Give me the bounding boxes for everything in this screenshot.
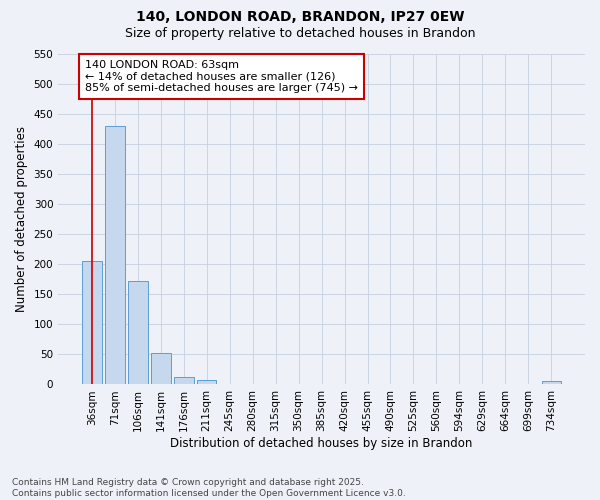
- Y-axis label: Number of detached properties: Number of detached properties: [15, 126, 28, 312]
- Text: 140 LONDON ROAD: 63sqm
← 14% of detached houses are smaller (126)
85% of semi-de: 140 LONDON ROAD: 63sqm ← 14% of detached…: [85, 60, 358, 93]
- Text: Contains HM Land Registry data © Crown copyright and database right 2025.
Contai: Contains HM Land Registry data © Crown c…: [12, 478, 406, 498]
- Bar: [542, 382, 561, 384]
- Bar: [82, 262, 101, 384]
- Text: 140, LONDON ROAD, BRANDON, IP27 0EW: 140, LONDON ROAD, BRANDON, IP27 0EW: [136, 10, 464, 24]
- Text: Size of property relative to detached houses in Brandon: Size of property relative to detached ho…: [125, 28, 475, 40]
- Bar: [151, 352, 170, 384]
- X-axis label: Distribution of detached houses by size in Brandon: Distribution of detached houses by size …: [170, 437, 473, 450]
- Bar: [128, 281, 148, 384]
- Bar: [174, 376, 194, 384]
- Bar: [197, 380, 217, 384]
- Bar: [105, 126, 125, 384]
